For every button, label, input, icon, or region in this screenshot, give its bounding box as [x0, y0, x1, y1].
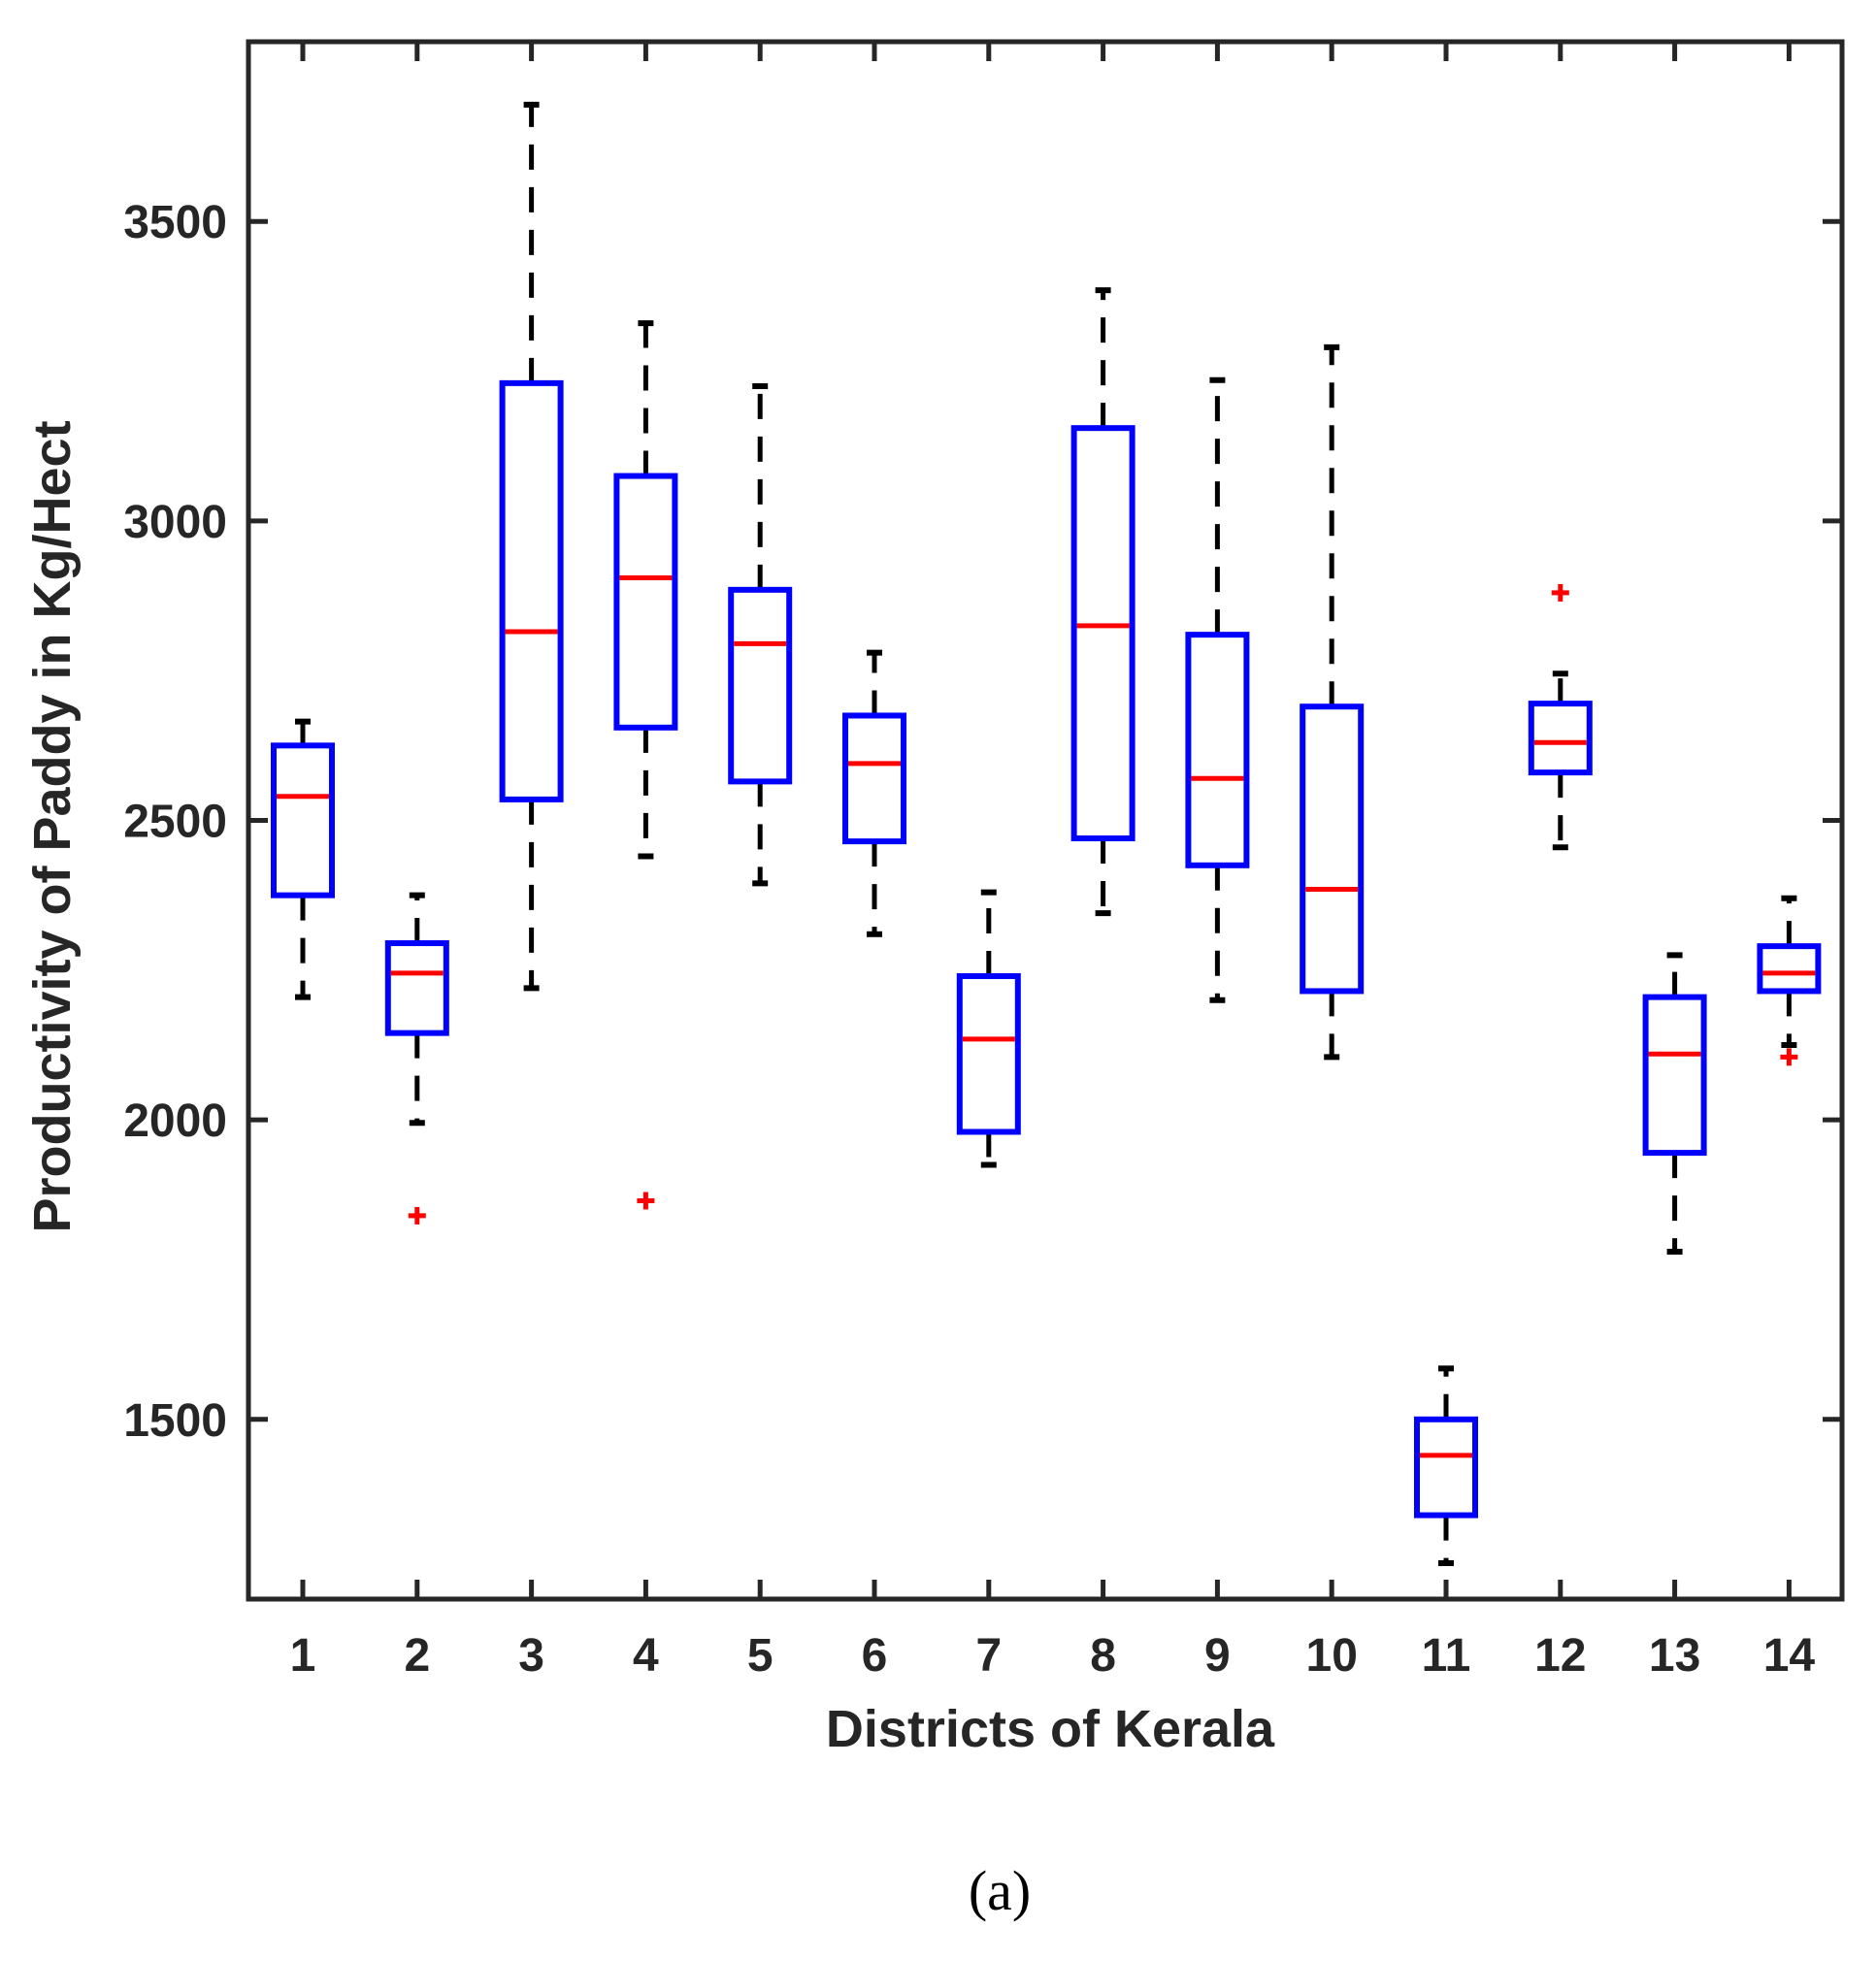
- box-6: [842, 712, 906, 845]
- x-tick-label-11: 11: [1422, 1630, 1471, 1682]
- box-group-11: [1414, 1365, 1478, 1566]
- y-axis-label: Productivity of Paddy in Kg/Hect: [23, 420, 82, 1232]
- y-tick-label-1500: 1500: [123, 1395, 227, 1447]
- box-group-2: [384, 892, 449, 1225]
- x-tick-label-4: 4: [633, 1630, 659, 1682]
- box-1: [271, 742, 335, 899]
- box-group-3: [499, 101, 564, 992]
- box-9: [1185, 632, 1250, 868]
- box-group-14: [1757, 895, 1822, 1066]
- x-tick-label-2: 2: [404, 1630, 430, 1682]
- box-14: [1757, 943, 1822, 995]
- y-tick-label-3500: 3500: [123, 197, 227, 248]
- plot-frame: [246, 39, 1845, 1602]
- x-tick-label-14: 14: [1763, 1630, 1816, 1682]
- box-4: [613, 473, 678, 731]
- box-group-13: [1642, 952, 1707, 1255]
- box-group-4: [613, 320, 678, 1210]
- x-tick-label-5: 5: [747, 1630, 773, 1682]
- outlier-12-0: [1551, 583, 1569, 602]
- y-tick-label-2500: 2500: [123, 797, 227, 848]
- x-tick-label-7: 7: [975, 1630, 1002, 1682]
- outlier-4-0: [637, 1192, 655, 1210]
- x-tick-label-6: 6: [862, 1630, 888, 1682]
- box-12: [1528, 701, 1593, 776]
- x-tick-label-10: 10: [1306, 1630, 1358, 1682]
- outlier-14-0: [1780, 1048, 1798, 1066]
- box-10: [1300, 703, 1365, 995]
- y-tick-label-3000: 3000: [123, 497, 227, 548]
- box-5: [728, 586, 793, 785]
- x-axis-label: Districts of Kerala: [826, 1700, 1275, 1758]
- box-8: [1070, 425, 1135, 842]
- box-11: [1414, 1416, 1478, 1519]
- box-3: [499, 379, 564, 802]
- y-tick-label-2000: 2000: [123, 1095, 227, 1147]
- box-2: [384, 940, 449, 1036]
- box-group-5: [728, 382, 793, 887]
- box-13: [1642, 994, 1707, 1157]
- x-tick-label-3: 3: [518, 1630, 544, 1682]
- x-tick-label-1: 1: [290, 1630, 316, 1682]
- outlier-2-0: [408, 1206, 426, 1225]
- box-group-9: [1185, 376, 1250, 1003]
- box-group-7: [956, 889, 1021, 1168]
- box-group-1: [271, 718, 335, 1000]
- box-group-6: [842, 649, 906, 937]
- box-group-12: [1528, 583, 1593, 851]
- x-tick-label-13: 13: [1649, 1630, 1700, 1682]
- x-tick-label-9: 9: [1204, 1630, 1231, 1682]
- box-group-8: [1070, 287, 1135, 917]
- x-tick-label-8: 8: [1090, 1630, 1116, 1682]
- plot-content: [271, 101, 1822, 1566]
- box-7: [956, 973, 1021, 1135]
- figure-caption: (a): [969, 1859, 1031, 1922]
- x-tick-label-12: 12: [1534, 1630, 1586, 1682]
- box-group-10: [1300, 343, 1365, 1061]
